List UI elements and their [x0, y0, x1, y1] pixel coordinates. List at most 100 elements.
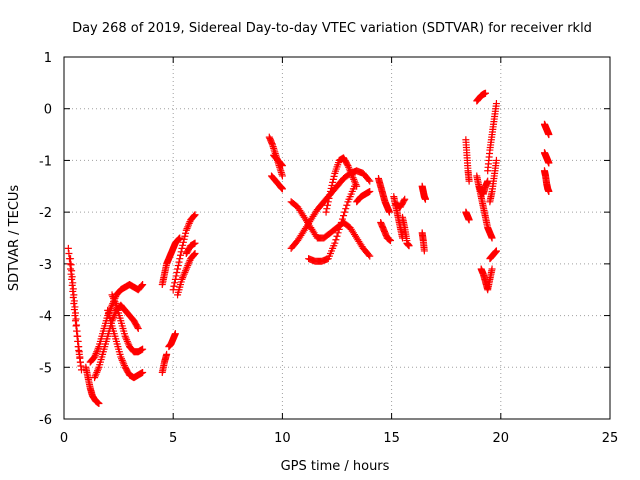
data-point — [278, 185, 286, 193]
data-point — [68, 273, 76, 281]
y-tick-labels: -6 -5 -4 -3 -2 -1 0 1 — [39, 51, 52, 428]
data-point — [124, 339, 132, 347]
data-point — [278, 161, 286, 169]
data-point — [181, 268, 189, 276]
data-point — [176, 251, 184, 259]
data-point — [71, 309, 79, 317]
data-point — [179, 272, 187, 280]
data-point — [179, 274, 187, 282]
data-point — [184, 260, 192, 268]
data-point — [545, 159, 553, 167]
series-sat-j — [165, 330, 179, 351]
data-point — [277, 160, 285, 168]
data-point — [170, 282, 178, 290]
data-point — [123, 336, 131, 344]
grid-lines — [64, 57, 610, 419]
data-point — [342, 205, 350, 213]
data-point — [107, 303, 115, 311]
series-sat-ae — [462, 208, 473, 224]
data-point — [179, 241, 187, 249]
data-point — [176, 234, 184, 242]
data-point — [190, 250, 198, 258]
data-point — [122, 334, 130, 342]
data-point — [93, 346, 101, 354]
series-sat-al — [486, 156, 500, 206]
data-point — [93, 368, 101, 376]
data-point — [171, 330, 179, 338]
series-sat-h — [158, 234, 184, 289]
data-point — [68, 267, 76, 275]
series-sat-aa — [403, 239, 413, 250]
data-point — [92, 370, 100, 378]
data-point — [334, 229, 342, 237]
data-point — [77, 366, 85, 374]
data-point — [349, 174, 357, 182]
data-point — [67, 261, 75, 269]
data-point — [338, 215, 346, 223]
data-point — [183, 263, 191, 271]
data-point — [94, 344, 102, 352]
series-sat-r — [287, 167, 374, 252]
data-point — [278, 172, 286, 180]
data-point — [174, 262, 182, 270]
data-point — [70, 291, 78, 299]
data-point — [190, 251, 198, 259]
data-point — [324, 198, 332, 206]
data-point — [191, 250, 199, 258]
data-point — [353, 182, 361, 190]
data-point — [492, 100, 500, 108]
x-axis-label: GPS time / hours — [281, 459, 390, 474]
series-sat-ao — [540, 167, 553, 195]
x-tick-label: 5 — [169, 431, 177, 446]
data-point — [366, 177, 374, 185]
data-point — [327, 184, 335, 192]
series-sat-ak — [486, 247, 500, 263]
data-point — [121, 332, 129, 340]
data-point — [184, 262, 192, 270]
plot-frame — [63, 56, 611, 420]
data-point — [139, 368, 147, 376]
data-point — [337, 218, 345, 226]
x-tick-label: 25 — [602, 431, 619, 446]
data-point — [185, 219, 193, 227]
series-sat-b — [67, 255, 84, 366]
data-point — [352, 181, 360, 189]
data-point — [137, 282, 145, 290]
data-point — [545, 131, 553, 139]
y-tick-label: -5 — [39, 361, 52, 376]
data-point — [336, 222, 344, 230]
series-sat-t — [322, 154, 361, 216]
data-point — [179, 238, 187, 246]
data-point — [365, 176, 373, 184]
data-point — [343, 201, 351, 209]
x-tick-label: 15 — [383, 431, 400, 446]
series-sat-an — [540, 149, 553, 167]
y-tick-label: -4 — [39, 310, 52, 325]
data-point — [91, 374, 99, 382]
data-point — [182, 226, 190, 234]
data-point — [191, 239, 199, 247]
data-point — [108, 291, 116, 299]
data-point — [182, 265, 190, 273]
data-point — [176, 255, 184, 263]
data-point — [183, 225, 191, 233]
data-point — [110, 294, 118, 302]
data-point — [488, 265, 496, 273]
x-tick-label: 0 — [60, 431, 68, 446]
data-point — [172, 272, 180, 280]
data-point — [331, 239, 339, 247]
data-point — [333, 232, 341, 240]
data-point — [119, 358, 127, 366]
data-point — [326, 187, 334, 195]
y-axis-label: SDTVAR / TECUs — [7, 185, 22, 292]
data-point — [344, 162, 352, 170]
y-tick-label: -2 — [39, 206, 52, 221]
data-point — [345, 165, 353, 173]
data-point — [76, 358, 84, 366]
data-point — [330, 172, 338, 180]
data-point — [120, 360, 128, 368]
data-point — [366, 187, 374, 195]
data-point — [278, 162, 286, 170]
data-point — [326, 191, 334, 199]
